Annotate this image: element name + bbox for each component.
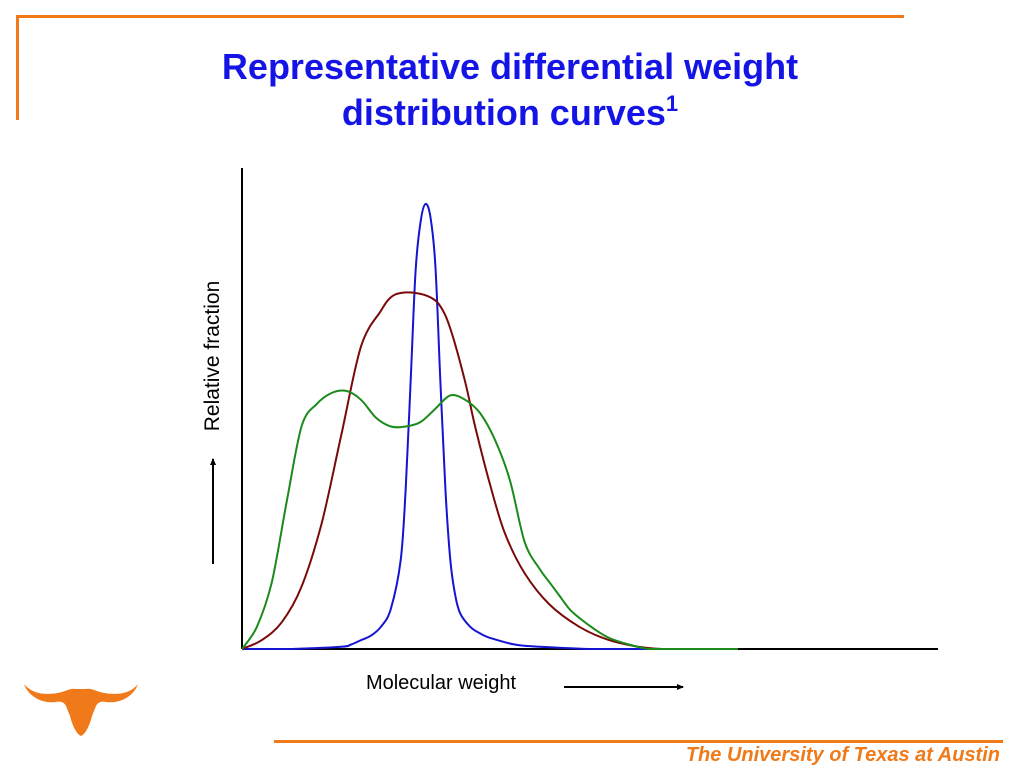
series-line-2 xyxy=(241,389,738,650)
x-axis-label: Molecular weight xyxy=(366,672,517,694)
series-line-0 xyxy=(242,202,738,651)
title-footnote-marker: 1 xyxy=(665,91,679,116)
longhorn-logo-icon xyxy=(24,684,138,736)
footer-institution: The University of Texas at Austin xyxy=(685,744,1000,766)
top-accent-rule xyxy=(16,15,904,18)
series-line-1 xyxy=(241,291,738,650)
y-axis-label: Relative fraction xyxy=(201,281,224,432)
left-accent-rule xyxy=(16,15,19,120)
slide-title-text: Representative differential weight distr… xyxy=(221,46,799,133)
slide-title: Representative differential weight distr… xyxy=(130,44,890,136)
series-layer xyxy=(241,202,738,651)
bottom-accent-rule xyxy=(274,740,1003,743)
